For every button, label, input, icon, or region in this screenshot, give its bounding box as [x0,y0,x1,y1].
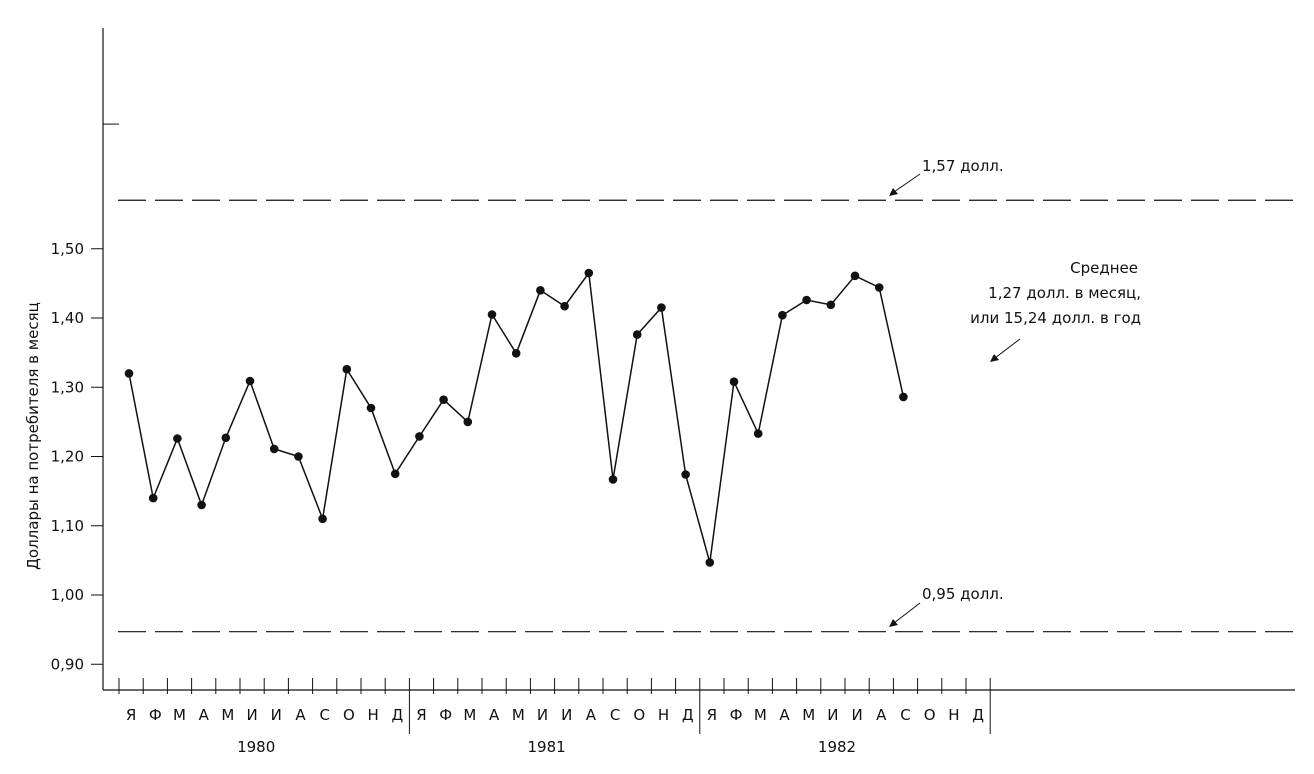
data-point [124,369,134,378]
y-tick-label: 1,10 [51,517,84,535]
data-point [221,433,231,443]
x-month-label: М [754,706,767,724]
data-point [342,364,352,374]
lower-limit-arrow [889,602,921,627]
x-year-label: 1982 [818,738,856,756]
upper-limit-label: 1,57 долл. [922,157,1004,175]
x-month-label: И [537,706,548,724]
x-month-label: А [489,706,500,724]
data-point [632,330,642,339]
x-month-label: М [802,706,815,724]
upper-limit-arrow [889,173,921,196]
mean-annotation-line-3: или 15,24 долл. в год [970,309,1141,327]
x-month-label: О [343,706,355,724]
data-point [681,470,690,479]
mean-annotation-line-1: Среднее [1070,259,1138,277]
x-month-label: С [610,706,620,724]
data-point [778,310,787,320]
data-point [415,432,424,441]
data-point [439,395,448,405]
x-month-label: Д [972,706,984,724]
y-axis-label: Доллары на потребителя в месяц [24,302,42,570]
x-month-label: М [512,706,525,724]
x-month-label: Н [367,706,378,724]
x-month-label: О [633,706,645,724]
x-year-label: 1981 [528,738,566,756]
data-point [899,392,908,402]
mean-annotation-line-2: 1,27 долл. в месяц, [988,284,1141,302]
data-point [511,349,521,358]
data-point [463,417,473,427]
x-month-label: А [295,706,306,724]
x-month-label: Я [707,706,717,724]
data-point [729,377,739,387]
data-point [850,271,860,281]
y-tick-label: 1,00 [51,586,84,604]
series-line [128,271,905,563]
y-tick-label: 1,30 [51,378,84,396]
data-point [753,429,763,438]
data-point [657,303,666,312]
data-point [245,376,255,386]
y-tick-label: 1,40 [51,309,84,327]
x-month-label: И [561,706,572,724]
data-point [318,514,327,524]
data-point [608,475,618,484]
x-month-label: А [199,706,210,724]
x-month-label: А [586,706,597,724]
data-point [802,295,811,305]
data-point [487,310,497,319]
data-point [390,469,400,479]
x-month-label: Д [682,706,694,724]
data-point [536,286,545,295]
x-month-label: И [851,706,862,724]
y-tick-group: 0,90 1,00 1,10 1,20 1,30 1,40 1,50 [51,123,119,673]
data-point [148,493,158,503]
data-point [584,268,594,278]
data-point [874,283,884,292]
data-point [173,434,182,443]
x-month-label: И [246,706,257,724]
mean-annotation-arrow [990,338,1021,362]
data-point [197,500,206,510]
x-month-label: С [319,706,329,724]
x-month-label: Д [391,706,403,724]
x-month-label: Н [948,706,959,724]
y-tick-label: 0,90 [51,655,84,673]
x-year-label: 1980 [237,738,275,756]
x-month-label: И [271,706,282,724]
x-month-label: Я [416,706,426,724]
data-point [705,558,715,567]
x-month-label: О [924,706,936,724]
x-month-label: Ф [439,706,452,724]
data-point [294,452,303,461]
y-tick-label: 1,20 [51,448,84,466]
x-month-label: Ф [149,706,162,724]
data-point [826,300,836,310]
data-point [269,444,279,454]
x-month-label: М [463,706,476,724]
x-month-label: А [779,706,790,724]
x-month-label: М [173,706,186,724]
lower-limit-label: 0,95 долл. [922,585,1004,603]
x-month-label: А [876,706,887,724]
reference-line-group [118,199,1295,633]
y-tick-label: 1,50 [51,240,84,258]
x-month-label: Я [126,706,136,724]
series-group [124,268,908,567]
x-month-label: И [827,706,838,724]
x-month-label: Н [658,706,669,724]
x-month-label: М [221,706,234,724]
x-month-label: С [900,706,910,724]
x-month-label: Ф [730,706,743,724]
data-point [560,301,569,311]
data-point [366,403,376,413]
